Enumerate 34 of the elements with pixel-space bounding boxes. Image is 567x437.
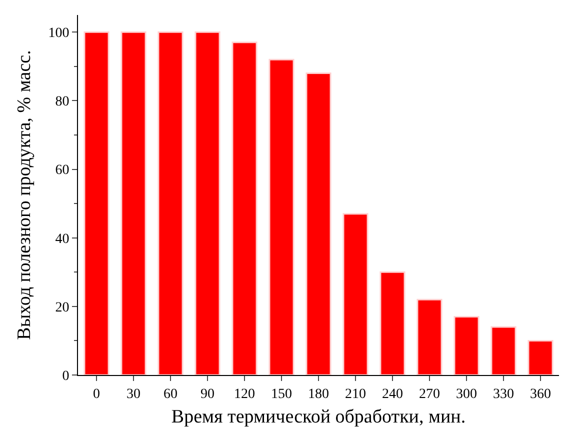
x-tick-label: 30 [126,386,140,402]
bar [158,31,184,375]
x-tick-label: 60 [164,386,178,402]
bar [120,31,146,375]
bar [416,298,442,375]
bar [232,42,258,375]
y-axis-title: Выход полезного продукта, % масс. [14,50,36,340]
x-tick-label: 300 [456,386,477,402]
bar [380,271,406,375]
x-tick-label: 180 [308,386,329,402]
y-tick-label: 40 [55,232,70,247]
bar [84,31,110,375]
y-tick-label: 20 [55,300,70,316]
x-tick-label: 150 [271,386,292,402]
x-tick-label: 90 [200,386,214,402]
x-tick-label: 360 [530,386,551,402]
x-axis-title: Время термической обработки, мин. [171,406,466,428]
bar [306,72,332,375]
bar [194,31,220,375]
y-tick-label: 0 [62,368,70,384]
y-tick-label: 80 [55,94,70,110]
x-tick-label: 240 [382,386,403,402]
y-tick-label: 60 [55,163,70,178]
bar [490,326,516,375]
bar [528,340,554,375]
bar [454,316,480,375]
x-tick-label: 210 [345,386,366,402]
x-tick-label: 120 [234,386,255,402]
bar [268,58,294,375]
x-tick-label: 270 [419,386,440,402]
x-tick-label: 330 [493,386,514,402]
x-tick-label: 0 [93,386,100,402]
y-tick-label: 100 [48,26,70,42]
bar [342,213,368,375]
